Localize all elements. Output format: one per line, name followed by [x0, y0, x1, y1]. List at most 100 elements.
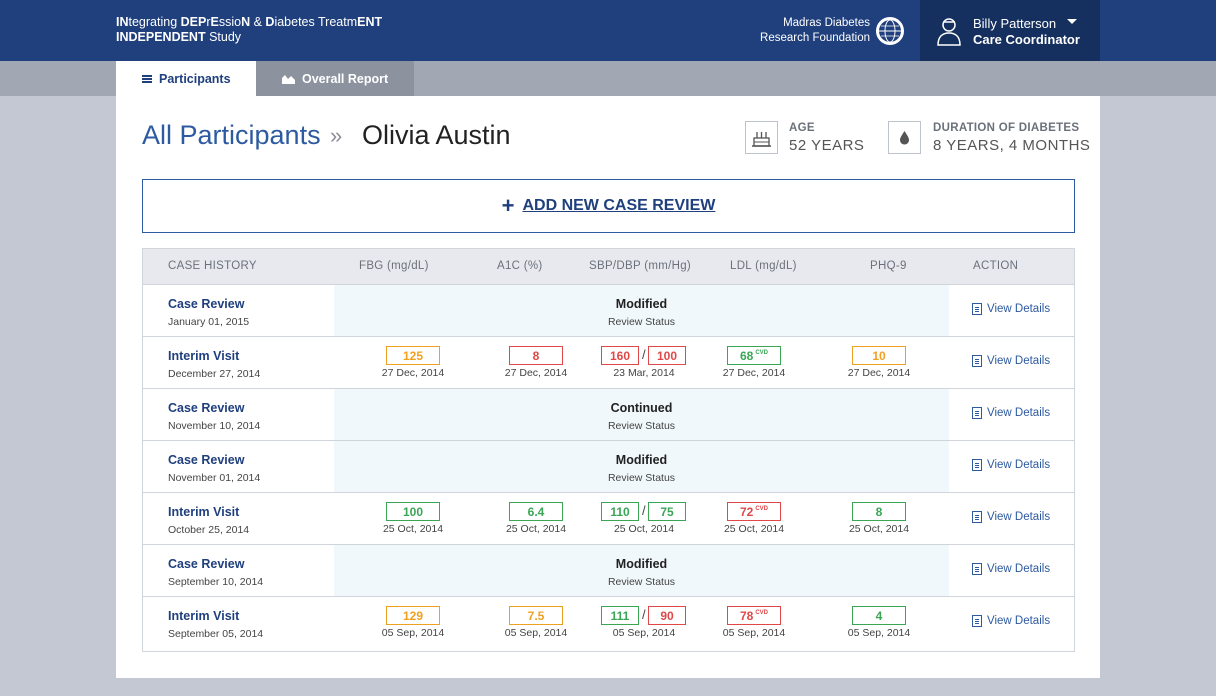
org-line1: Madras Diabetes — [783, 17, 870, 29]
tab-participants-label: Participants — [159, 71, 231, 86]
phq9-number: 10 — [872, 348, 886, 363]
tab-participants[interactable]: Participants — [116, 61, 256, 96]
row-type-link[interactable]: Interim Visit — [168, 609, 240, 623]
view-details-link[interactable]: View Details — [972, 511, 1050, 523]
age-label: AGE — [789, 122, 815, 134]
a1c-value: 7.5 — [509, 606, 563, 625]
row-type-link[interactable]: Case Review — [168, 557, 245, 571]
view-details-label: View Details — [987, 303, 1051, 315]
document-icon — [972, 615, 982, 627]
row-type-link[interactable]: Interim Visit — [168, 349, 240, 363]
top-header: INtegrating DEPrEssioN & Diabetes Treatm… — [0, 0, 1216, 61]
review-status-cell: Modified Review Status — [334, 285, 949, 336]
a1c-number: 7.5 — [527, 608, 545, 623]
review-status-cell: Modified Review Status — [334, 545, 949, 596]
chevron-down-icon[interactable] — [1067, 19, 1077, 24]
add-new-case-review-button[interactable]: + ADD NEW CASE REVIEW — [142, 179, 1075, 233]
a1c-date: 27 Dec, 2014 — [504, 367, 568, 379]
tab-overall-report[interactable]: Overall Report — [256, 61, 414, 96]
view-details-link[interactable]: View Details — [972, 615, 1050, 627]
ldl-value: 78 CVD — [727, 606, 781, 625]
study-title-bold: INDEPENDENT — [116, 30, 206, 44]
row-type-link[interactable]: Case Review — [168, 453, 245, 467]
ldl-flag: CVD — [755, 609, 769, 616]
tab-overall-report-label: Overall Report — [302, 71, 389, 86]
add-new-case-review-label: ADD NEW CASE REVIEW — [522, 197, 716, 214]
view-details-link[interactable]: View Details — [972, 355, 1050, 367]
user-icon — [937, 18, 961, 46]
age-value: 52 YEARS — [789, 137, 865, 154]
study-title-fragment: E — [210, 15, 219, 29]
row-date: December 27, 2014 — [168, 368, 261, 380]
fbg-date: 27 Dec, 2014 — [381, 367, 445, 379]
phq9-value: 4 — [852, 606, 906, 625]
row-date: November 01, 2014 — [168, 472, 261, 484]
row-type-link[interactable]: Case Review — [168, 401, 245, 415]
organization-name: Madras Diabetes Research Foundation — [750, 16, 870, 46]
fbg-date: 05 Sep, 2014 — [381, 627, 445, 639]
ldl-number: 78 — [739, 608, 754, 623]
row-type-link[interactable]: Interim Visit — [168, 505, 240, 519]
drop-icon — [900, 131, 909, 145]
phq9-number: 8 — [875, 504, 883, 519]
view-details-link[interactable]: View Details — [972, 563, 1050, 575]
table-row: Modified Review Status Case Review Septembe… — [143, 545, 1074, 597]
user-menu[interactable]: Billy Patterson Care Coordinator — [920, 0, 1100, 61]
view-details-link[interactable]: View Details — [972, 407, 1050, 419]
review-status-label: Review Status — [607, 420, 676, 432]
study-title-rest: Study — [205, 30, 242, 44]
breadcrumb-all-participants[interactable]: All Participants — [142, 120, 321, 150]
phq9-number: 4 — [875, 608, 883, 623]
ldl-date: 27 Dec, 2014 — [722, 367, 786, 379]
blood-pressure: 160/100 23 Mar, 2014 — [601, 346, 691, 386]
bp-separator: / — [642, 503, 646, 518]
fbg-value: 125 — [386, 346, 440, 365]
duration-icon-box — [888, 121, 921, 154]
ldl-number: 72 — [739, 504, 754, 519]
phq9: 10 27 Dec, 2014 — [834, 346, 944, 386]
phq9-date: 25 Oct, 2014 — [848, 523, 910, 535]
row-type-link[interactable]: Case Review — [168, 297, 245, 311]
fbg-number: 125 — [402, 348, 424, 363]
bp-separator: / — [642, 607, 646, 622]
review-status-label: Review Status — [607, 576, 676, 588]
fbg: 125 27 Dec, 2014 — [368, 346, 478, 386]
phq9-date: 27 Dec, 2014 — [847, 367, 911, 379]
participant-card: All Participants » Olivia Austin AGE 52 … — [116, 96, 1100, 678]
document-icon — [972, 407, 982, 419]
view-details-link[interactable]: View Details — [972, 459, 1050, 471]
col-sbp-dbp: SBP/DBP (mm/Hg) — [589, 260, 692, 272]
ldl-flag: CVD — [755, 505, 769, 512]
table-row: Modified Review Status Case Review November… — [143, 441, 1074, 493]
bp-date: 05 Sep, 2014 — [612, 627, 676, 639]
org-line2: Research Foundation — [760, 32, 870, 44]
row-date: January 01, 2015 — [168, 316, 250, 328]
duration-value: 8 YEARS, 4 MONTHS — [933, 137, 1091, 154]
document-icon — [972, 511, 982, 523]
a1c: 8 27 Dec, 2014 — [491, 346, 601, 386]
view-details-label: View Details — [987, 563, 1051, 575]
breadcrumb-separator: » — [330, 123, 343, 148]
fbg: 129 05 Sep, 2014 — [368, 606, 478, 646]
ldl: 72 CVD 25 Oct, 2014 — [709, 502, 819, 542]
table-header: CASE HISTORY FBG (mg/dL) A1C (%) SBP/DBP… — [143, 249, 1074, 285]
review-status-label: Review Status — [607, 316, 676, 328]
row-date: October 25, 2014 — [168, 524, 250, 536]
fbg-date: 25 Oct, 2014 — [382, 523, 444, 535]
study-title-fragment: DEP — [180, 15, 207, 29]
col-action: ACTION — [973, 260, 1019, 272]
tab-bar: Participants Overall Report — [0, 61, 1216, 96]
menu-icon — [142, 74, 152, 83]
review-status: Modified — [615, 557, 668, 571]
review-status: Modified — [615, 453, 668, 467]
blood-pressure: 110/75 25 Oct, 2014 — [601, 502, 691, 542]
a1c-date: 25 Oct, 2014 — [505, 523, 567, 535]
view-details-link[interactable]: View Details — [972, 303, 1050, 315]
sbp-value: 111 — [601, 606, 639, 625]
chart-icon — [282, 74, 295, 84]
table-row: Interim Visit October 25, 2014 100 25 Oct, … — [143, 493, 1074, 545]
sbp-value: 110 — [601, 502, 639, 521]
user-name: Billy Patterson — [973, 16, 1057, 31]
a1c-value: 6.4 — [509, 502, 563, 521]
col-fbg: FBG (mg/dL) — [359, 260, 429, 272]
